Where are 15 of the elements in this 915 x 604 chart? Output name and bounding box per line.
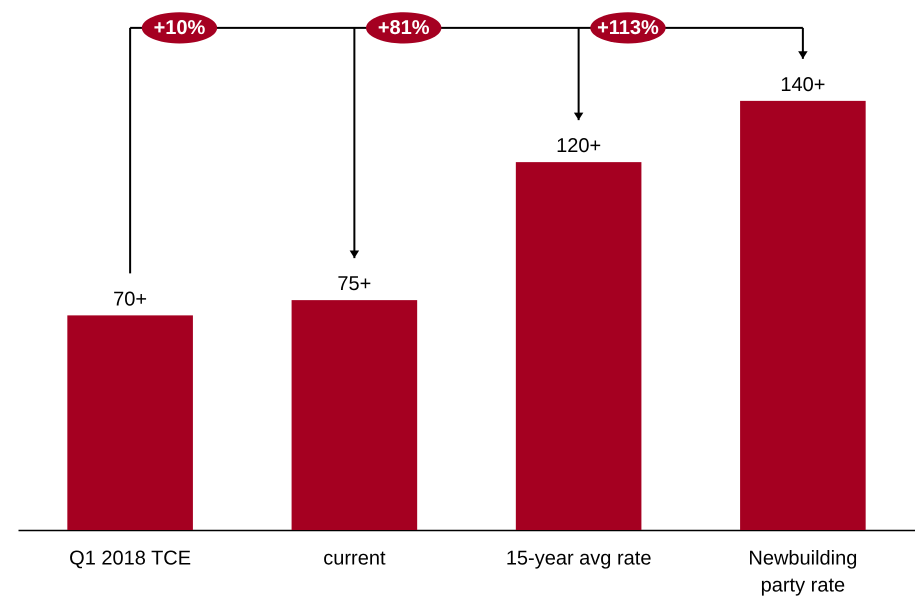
x-tick-label: 15-year avg rate [506, 548, 652, 570]
bar [516, 162, 642, 530]
text: +10% [154, 16, 206, 39]
text: +113% [597, 16, 660, 39]
x-tick-label: current [323, 548, 386, 570]
bar [292, 300, 418, 530]
x-tick-label: Q1 2018 TCE [69, 548, 192, 570]
data-label: 120+ [556, 135, 602, 158]
data-label: 70+ [113, 288, 148, 310]
data-label: 140+ [780, 74, 826, 96]
bar [67, 315, 193, 530]
text: +81% [378, 16, 430, 39]
bar [740, 100, 866, 530]
data-label: 75+ [337, 273, 372, 296]
x-tick-label: Newbuilding party rate [748, 548, 858, 596]
